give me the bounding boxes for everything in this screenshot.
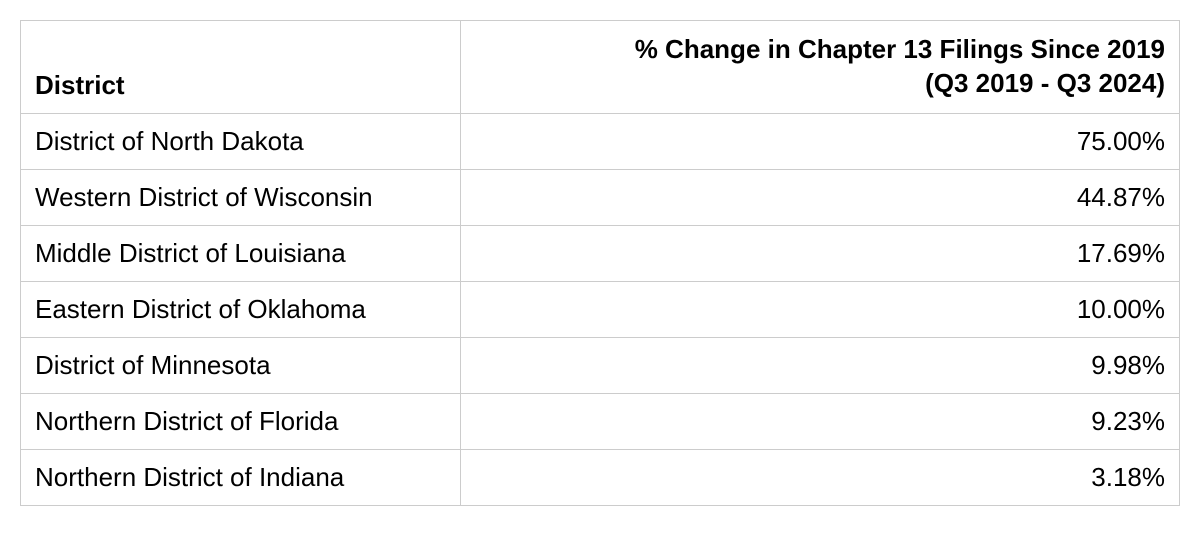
table-body: District of North Dakota 75.00% Western …: [21, 113, 1180, 505]
table-row: District of North Dakota 75.00%: [21, 113, 1180, 169]
col-header-district: District: [21, 21, 461, 114]
table-row: Western District of Wisconsin 44.87%: [21, 169, 1180, 225]
cell-value: 44.87%: [461, 169, 1180, 225]
cell-district: Western District of Wisconsin: [21, 169, 461, 225]
cell-district: Northern District of Indiana: [21, 449, 461, 505]
cell-value: 75.00%: [461, 113, 1180, 169]
cell-district: Northern District of Florida: [21, 393, 461, 449]
col-header-change: % Change in Chapter 13 Filings Since 201…: [461, 21, 1180, 114]
cell-district: Eastern District of Oklahoma: [21, 281, 461, 337]
table-row: Northern District of Florida 9.23%: [21, 393, 1180, 449]
cell-value: 9.98%: [461, 337, 1180, 393]
table-row: Middle District of Louisiana 17.69%: [21, 225, 1180, 281]
filings-table: District % Change in Chapter 13 Filings …: [20, 20, 1180, 506]
table-row: Northern District of Indiana 3.18%: [21, 449, 1180, 505]
cell-district: Middle District of Louisiana: [21, 225, 461, 281]
cell-value: 17.69%: [461, 225, 1180, 281]
col-header-change-line1: % Change in Chapter 13 Filings Since 201…: [635, 34, 1165, 64]
table-header: District % Change in Chapter 13 Filings …: [21, 21, 1180, 114]
cell-value: 10.00%: [461, 281, 1180, 337]
table-row: District of Minnesota 9.98%: [21, 337, 1180, 393]
col-header-change-line2: (Q3 2019 - Q3 2024): [925, 68, 1165, 98]
table-row: Eastern District of Oklahoma 10.00%: [21, 281, 1180, 337]
cell-district: District of North Dakota: [21, 113, 461, 169]
cell-district: District of Minnesota: [21, 337, 461, 393]
header-row: District % Change in Chapter 13 Filings …: [21, 21, 1180, 114]
cell-value: 9.23%: [461, 393, 1180, 449]
cell-value: 3.18%: [461, 449, 1180, 505]
